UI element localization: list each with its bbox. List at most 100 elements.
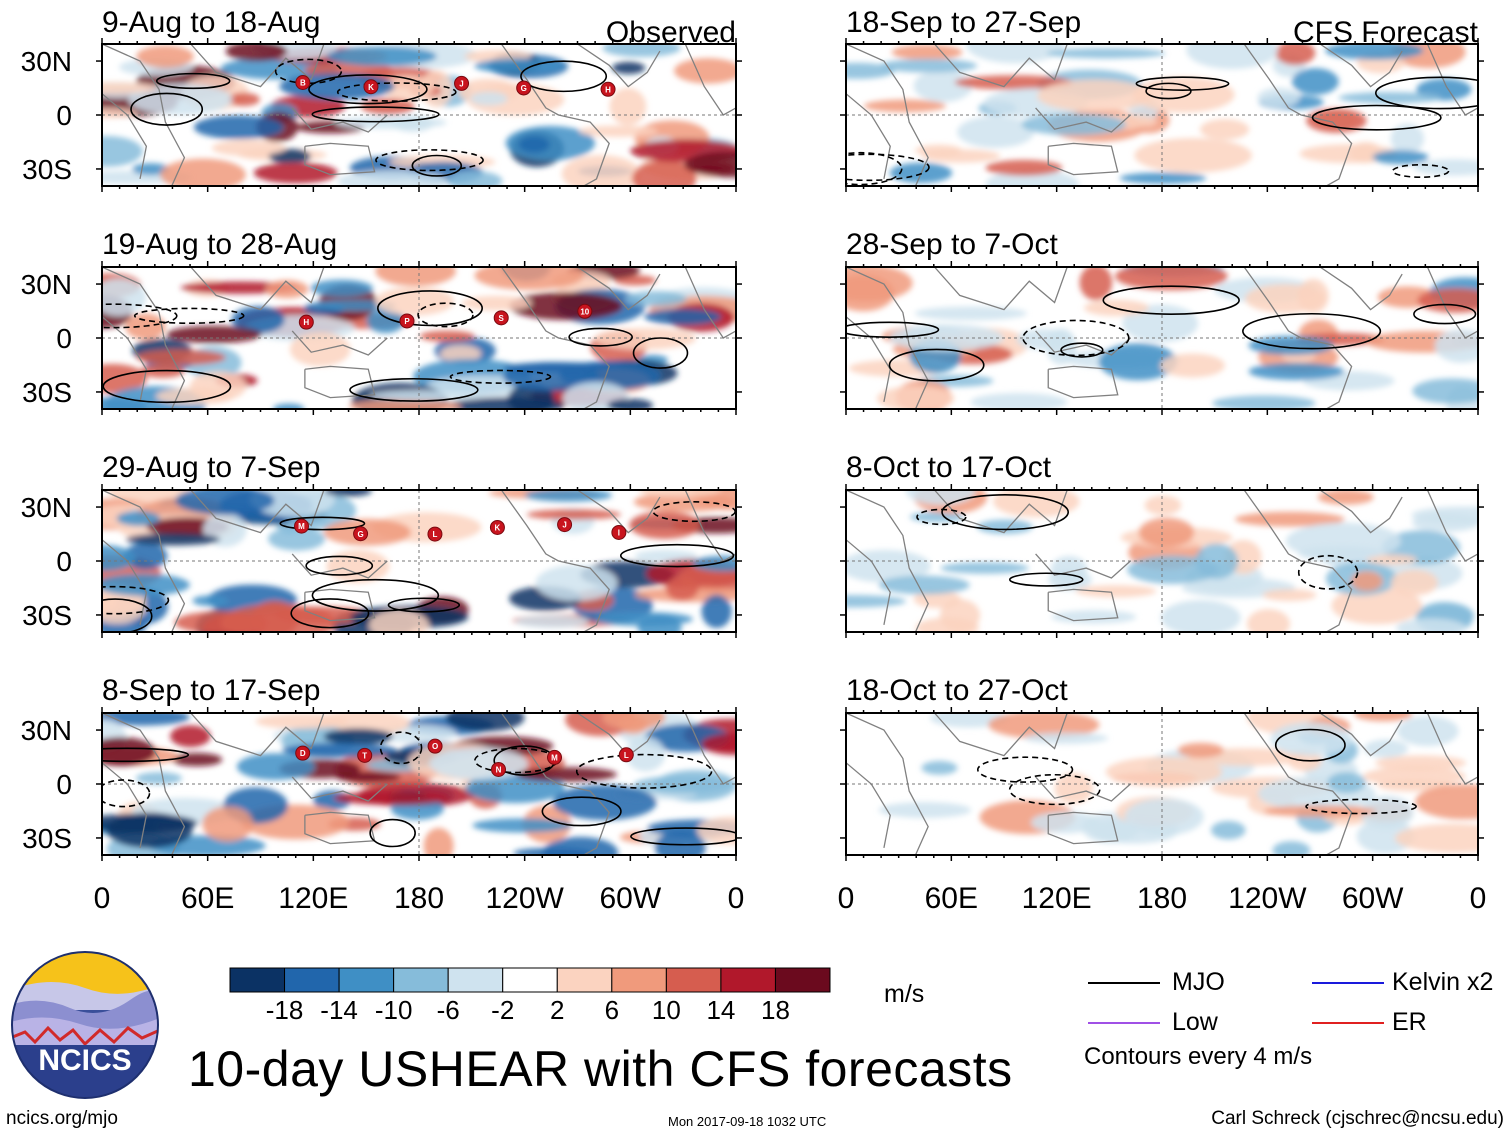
coastline: [846, 762, 891, 849]
shear-blob: [369, 609, 429, 632]
shear-blob: [1194, 543, 1239, 579]
panel-title: 8-Sep to 17-Sep: [102, 674, 320, 707]
shear-blob: [1246, 609, 1291, 632]
shear-blob: [1030, 811, 1100, 834]
mjo-contour: [846, 153, 930, 182]
coastline: [291, 330, 388, 356]
shear-blob: [976, 519, 1033, 535]
shear-blob: [878, 575, 970, 595]
coastlines: [846, 713, 1478, 855]
y-tick-label: 30S: [22, 600, 72, 631]
storm-marker: K: [363, 79, 379, 95]
shear-blob: [175, 490, 275, 515]
shear-blob: [1186, 44, 1278, 69]
coastline: [1319, 490, 1403, 534]
coastline: [577, 44, 661, 88]
storm-marker: K: [489, 519, 505, 535]
coastline: [1047, 811, 1119, 845]
coastline: [1426, 713, 1478, 785]
y-tick-label: 30N: [21, 492, 72, 523]
panel-forecast-2: 28-Sep to 7-Oct: [840, 228, 1484, 415]
shear-blob: [1144, 495, 1182, 516]
coastlines: [846, 490, 1478, 632]
mjo-contour: [541, 796, 622, 827]
logo-text: NCICS: [38, 1044, 131, 1077]
shear-blob: [102, 278, 146, 316]
storm-marker: L: [427, 526, 443, 542]
shear-blob: [1124, 798, 1204, 836]
mjo-contours: [846, 285, 1477, 382]
storm-label: J: [562, 521, 566, 530]
shear-blob: [324, 490, 372, 497]
coastline: [846, 539, 891, 626]
shear-blob: [474, 58, 566, 74]
shear-blob: [1075, 585, 1157, 598]
y-tick-label: 0: [56, 323, 72, 354]
storm-label: D: [300, 749, 306, 758]
mjo-contour: [888, 348, 985, 382]
shear-blob: [1413, 159, 1478, 176]
panel-title: 19-Aug to 28-Aug: [102, 228, 337, 261]
shear-blob: [446, 713, 525, 732]
coastline: [1426, 267, 1478, 339]
column-header-forecast: CFS Forecast: [1293, 16, 1479, 49]
colorbar-segment: [447, 967, 504, 993]
shear-blob: [1390, 123, 1425, 154]
coastline: [1426, 44, 1478, 116]
shear-blob: [518, 135, 550, 153]
storm-label: O: [432, 742, 438, 751]
column-header-observed: Observed: [606, 16, 736, 49]
panel-title: 8-Oct to 17-Oct: [846, 451, 1052, 484]
x-tick-label: 60E: [925, 882, 978, 915]
coastline: [1319, 44, 1403, 88]
shear-blob: [1270, 722, 1352, 756]
shear-blob: [1412, 513, 1478, 532]
colorbar-label: -14: [320, 995, 358, 1025]
coastline: [304, 365, 376, 399]
shear-blob: [632, 160, 697, 186]
x-tick-label: 120E: [278, 882, 348, 915]
shear-blob: [102, 82, 157, 94]
storm-marker: O: [427, 738, 443, 754]
shear-blob: [1248, 362, 1344, 381]
shear-blob: [253, 162, 338, 184]
shear-blob: [469, 91, 508, 106]
shear-blob: [1046, 48, 1166, 59]
shear-blob: [310, 279, 374, 297]
shear-blob: [440, 345, 481, 363]
panel-observed-3: M G L K J I 29-Aug to 7-Sep 30N 0 30S: [21, 451, 742, 638]
shear-blob: [193, 115, 284, 140]
shear-blob: [375, 267, 457, 287]
shear-blob: [1390, 569, 1439, 596]
shear-blob: [966, 44, 1065, 64]
shear-blob: [1356, 818, 1415, 854]
shear-blob: [1374, 755, 1467, 771]
panel-ticks: [96, 707, 742, 861]
coastline: [190, 490, 325, 534]
shear-blob: [255, 713, 348, 730]
shear-blob: [174, 611, 268, 632]
mjo-contour: [130, 92, 204, 126]
storm-marker: G: [516, 80, 532, 96]
shear-blob: [1397, 716, 1459, 747]
shear-blob: [192, 595, 228, 607]
footer-site: ncics.org/mjo: [6, 1108, 118, 1129]
legend-line-mjo: [1088, 982, 1160, 984]
shear-blob: [102, 363, 147, 394]
storm-marker: S: [493, 310, 509, 326]
legend-label-low: Low: [1172, 1008, 1218, 1036]
shear-blob: [1098, 343, 1177, 381]
y-tick-label: 30N: [21, 46, 72, 77]
mjo-contour: [411, 154, 463, 177]
shear-blob: [106, 812, 193, 849]
coastlines: [846, 267, 1478, 409]
coastline: [558, 337, 610, 409]
shear-blob: [985, 159, 1063, 176]
shear-blob: [878, 802, 972, 819]
shear-blob: [447, 171, 503, 186]
x-tick-label: 180: [1137, 882, 1187, 915]
mjo-contour: [1008, 773, 1101, 806]
coastline: [1047, 588, 1119, 622]
shear-blob: [1134, 138, 1253, 173]
coastline: [933, 713, 1068, 757]
